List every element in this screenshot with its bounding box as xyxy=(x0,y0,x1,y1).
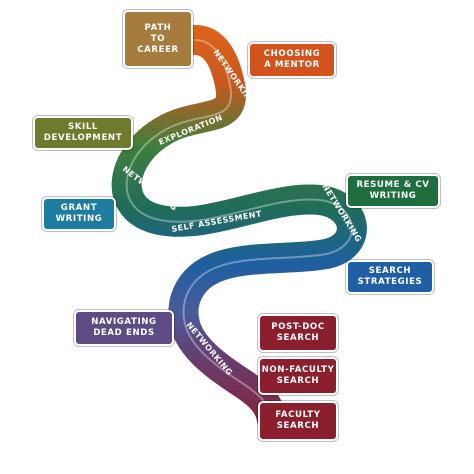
box-text-line2: WRITING xyxy=(369,191,417,201)
box-search-strategies: SEARCH STRATEGIES xyxy=(345,259,435,295)
box-text-line1: NAVIGATING xyxy=(91,317,157,327)
box-text-line2: SEARCH xyxy=(276,421,320,431)
box-text-line2: DEAD ENDS xyxy=(93,328,155,338)
box-choosing-a-mentor: CHOOSING A MENTOR xyxy=(247,41,337,79)
box-post-doc-search: POST-DOC SEARCH xyxy=(257,313,339,353)
box-text-line2: DEVELOPMENT xyxy=(43,133,123,143)
box-text-line1: FACULTY xyxy=(275,410,321,420)
box-text-line2: TO xyxy=(150,33,166,44)
box-text-line1: POST-DOC xyxy=(271,322,325,332)
box-text-line3: CAREER xyxy=(137,44,179,55)
box-text-line1: SKILL xyxy=(67,122,98,132)
box-text-line1: CHOOSING xyxy=(263,49,321,59)
box-text-line1: PATH xyxy=(144,22,172,33)
box-text-line2: SEARCH xyxy=(276,376,320,386)
box-text-line2: A MENTOR xyxy=(264,60,320,70)
career-road xyxy=(111,25,367,435)
box-text-line2: WRITING xyxy=(55,214,103,224)
box-faculty-search: FACULTY SEARCH xyxy=(257,400,339,442)
box-non-faculty-search: NON-FACULTY SEARCH xyxy=(257,356,339,396)
road-label-goal-setting: GOAL SETTING xyxy=(243,289,315,298)
box-skill-development: SKILL DEVELOPMENT xyxy=(32,115,134,151)
box-resume-cv-writing: RESUME & CV WRITING xyxy=(345,173,441,209)
box-text-line2: STRATEGIES xyxy=(357,277,423,287)
box-path-to-career: PATH TO CAREER xyxy=(122,9,194,69)
box-grant-writing: GRANT WRITING xyxy=(41,196,117,232)
box-navigating-dead-ends: NAVIGATING DEAD ENDS xyxy=(73,309,175,347)
box-text-line1: SEARCH xyxy=(368,266,412,276)
box-text-line1: RESUME & CV xyxy=(356,180,430,190)
box-text-line1: NON-FACULTY xyxy=(261,365,335,375)
box-text-line2: SEARCH xyxy=(276,333,320,343)
box-text-line1: GRANT xyxy=(60,203,98,213)
road-center-line xyxy=(125,39,353,421)
